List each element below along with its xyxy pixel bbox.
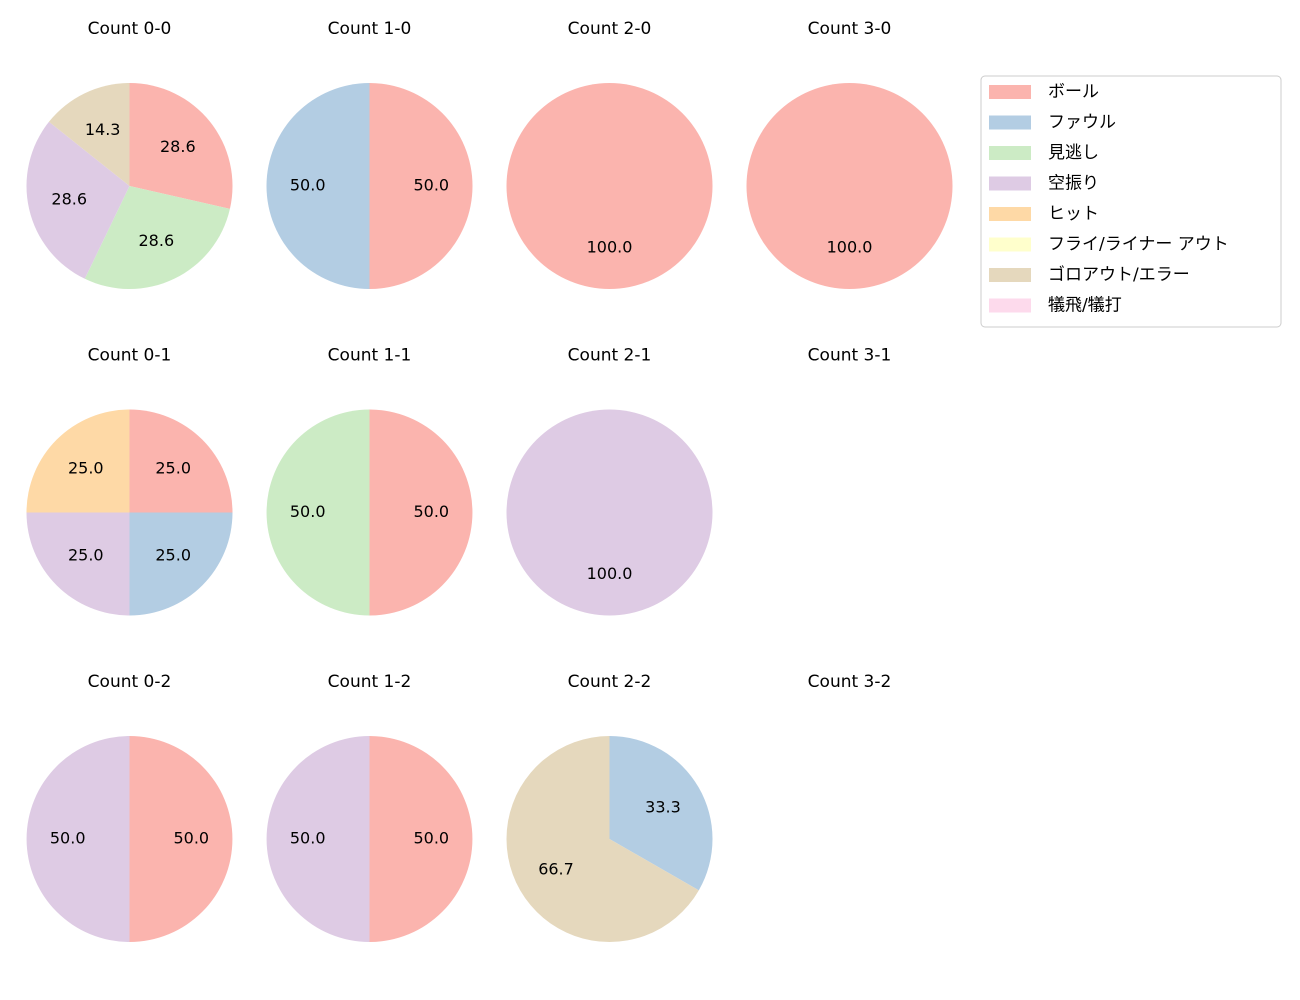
pie-slice: [84, 186, 230, 289]
legend-swatch: [989, 85, 1031, 99]
pie-title: Count 0-2: [88, 672, 172, 692]
slice-label: 28.6: [139, 231, 175, 250]
pie-slice: [129, 83, 233, 209]
pie-slice: [609, 736, 713, 891]
pie-slice: [369, 83, 473, 289]
slice-label: 33.3: [645, 798, 681, 817]
pie-slice: [746, 83, 953, 289]
pie-slice: [26, 736, 130, 942]
slice-label: 100.0: [587, 237, 633, 256]
slice-label: 50.0: [290, 502, 326, 521]
pie-slice: [26, 409, 130, 513]
slice-label: 25.0: [68, 546, 104, 565]
slice-label: 25.0: [155, 458, 191, 477]
slice-label: 100.0: [587, 564, 633, 583]
slice-label: 28.6: [160, 137, 196, 156]
slice-label: 50.0: [413, 176, 449, 195]
legend-label: フライ/ライナー アウト: [1048, 235, 1229, 255]
pie-slice: [506, 736, 699, 943]
pie-slice: [369, 409, 473, 616]
legend-label: ファウル: [1048, 113, 1116, 133]
pie-title: Count 3-0: [808, 19, 892, 39]
pie-title: Count 3-2: [808, 672, 892, 692]
legend-swatch: [989, 207, 1031, 221]
pie-slice: [266, 409, 370, 616]
legend-swatch: [989, 298, 1031, 313]
slice-label: 14.3: [85, 120, 121, 139]
legend-label: 空振り: [1048, 174, 1099, 194]
slice-label: 50.0: [413, 502, 449, 521]
slice-label: 28.6: [51, 189, 87, 208]
legend-swatch: [989, 146, 1031, 160]
pie-title: Count 2-1: [568, 346, 652, 366]
legend-label: ゴロアウト/エラー: [1048, 264, 1190, 285]
legend-swatch: [989, 237, 1031, 252]
pie-slice: [506, 409, 713, 616]
legend-label: 犠飛/犠打: [1048, 296, 1122, 316]
pie-title: Count 1-2: [328, 672, 412, 692]
pie-slice: [26, 512, 130, 616]
slice-label: 100.0: [827, 237, 873, 256]
pie-title: Count 0-0: [88, 19, 172, 39]
slice-label: 25.0: [68, 458, 104, 477]
pie-slice: [266, 83, 370, 289]
legend-box: [980, 75, 1282, 328]
pie-title: Count 1-0: [328, 19, 412, 39]
pie-title: Count 3-1: [808, 346, 892, 366]
legend-swatch: [989, 176, 1031, 191]
legend-swatch: [989, 268, 1031, 282]
legend-label: ボール: [1048, 82, 1099, 102]
pie-slice: [369, 736, 473, 942]
slice-label: 50.0: [50, 829, 86, 848]
slice-label: 50.0: [290, 829, 326, 848]
slice-label: 66.7: [538, 859, 574, 878]
pie-slice: [506, 83, 713, 289]
pie-title: Count 1-1: [328, 346, 412, 366]
slice-label: 25.0: [155, 546, 191, 565]
pie-slice: [129, 512, 233, 616]
pie-slice: [266, 736, 370, 942]
pie-title: Count 2-2: [568, 672, 652, 692]
slice-label: 50.0: [173, 829, 209, 848]
pie-slice: [48, 83, 130, 186]
slice-label: 50.0: [413, 829, 449, 848]
legend-label: ヒット: [1048, 204, 1099, 224]
legend-swatch: [989, 115, 1031, 130]
pie-slice: [129, 409, 233, 513]
pie-slice: [129, 736, 233, 942]
legend-label: 見逃し: [1048, 143, 1099, 163]
slice-label: 50.0: [290, 176, 326, 195]
pie-title: Count 0-1: [88, 346, 172, 366]
pie-slice: [26, 121, 130, 279]
pie-title: Count 2-0: [568, 19, 652, 39]
